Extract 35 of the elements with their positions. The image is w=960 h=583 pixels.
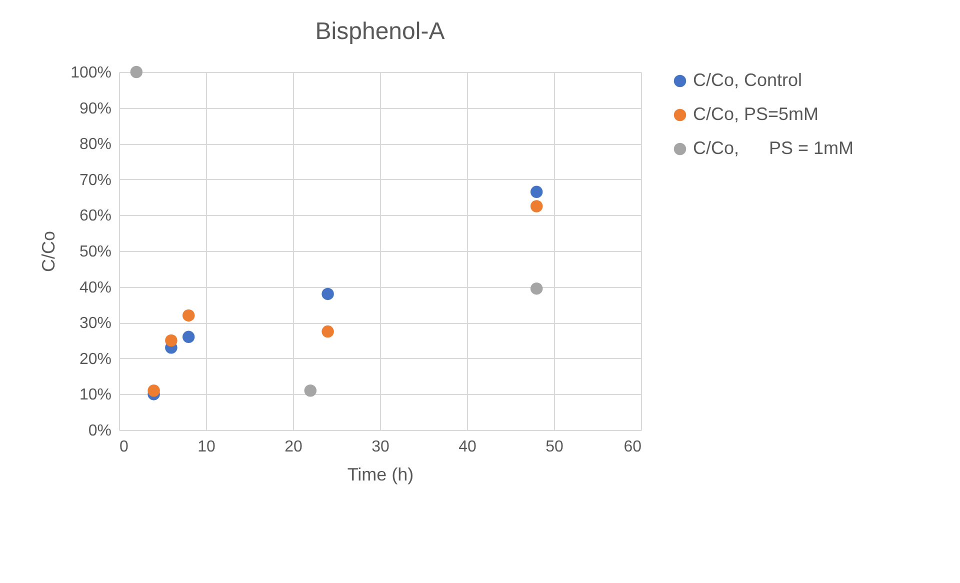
legend-label: C/Co, Control	[693, 70, 802, 90]
x-tick-label: 30	[372, 438, 390, 456]
legend-label: C/Co, PS=5mM	[693, 104, 819, 124]
x-tick-label: 50	[546, 438, 564, 456]
point	[148, 384, 160, 397]
point	[530, 282, 543, 295]
point	[322, 288, 334, 300]
y-tick-label: 40%	[79, 279, 112, 296]
y-tick-label: 90%	[79, 100, 112, 118]
y-tick-label: 70%	[79, 172, 112, 189]
x-tick-label: 60	[624, 438, 642, 456]
y-tick-label: 20%	[79, 350, 112, 368]
x-tick-label: 10	[198, 438, 216, 456]
y-tick-label: 10%	[79, 386, 112, 404]
y-tick-label: 100%	[70, 64, 112, 82]
point	[182, 330, 195, 344]
point	[304, 384, 317, 397]
point	[530, 186, 543, 198]
x-axis-title: Time (h)	[347, 464, 414, 484]
point	[165, 334, 178, 347]
y-tick-label: 80%	[79, 136, 112, 154]
point	[130, 66, 143, 78]
y-tick-label: 0%	[88, 422, 112, 440]
x-tick-label: 20	[284, 438, 302, 456]
x-tick-label: 40	[458, 438, 476, 456]
point	[322, 325, 334, 338]
point	[182, 309, 195, 322]
y-tick-label: 50%	[79, 244, 112, 260]
chart-title: Bisphenol-A	[315, 18, 445, 45]
point	[530, 200, 543, 212]
legend-label: C/Co, PS = 1mM	[693, 138, 854, 158]
x-tick-label: 0	[120, 438, 128, 456]
y-axis-title: C/Co	[38, 230, 59, 272]
y-tick-label: 30%	[79, 315, 112, 332]
y-tick-label: 60%	[79, 208, 112, 225]
